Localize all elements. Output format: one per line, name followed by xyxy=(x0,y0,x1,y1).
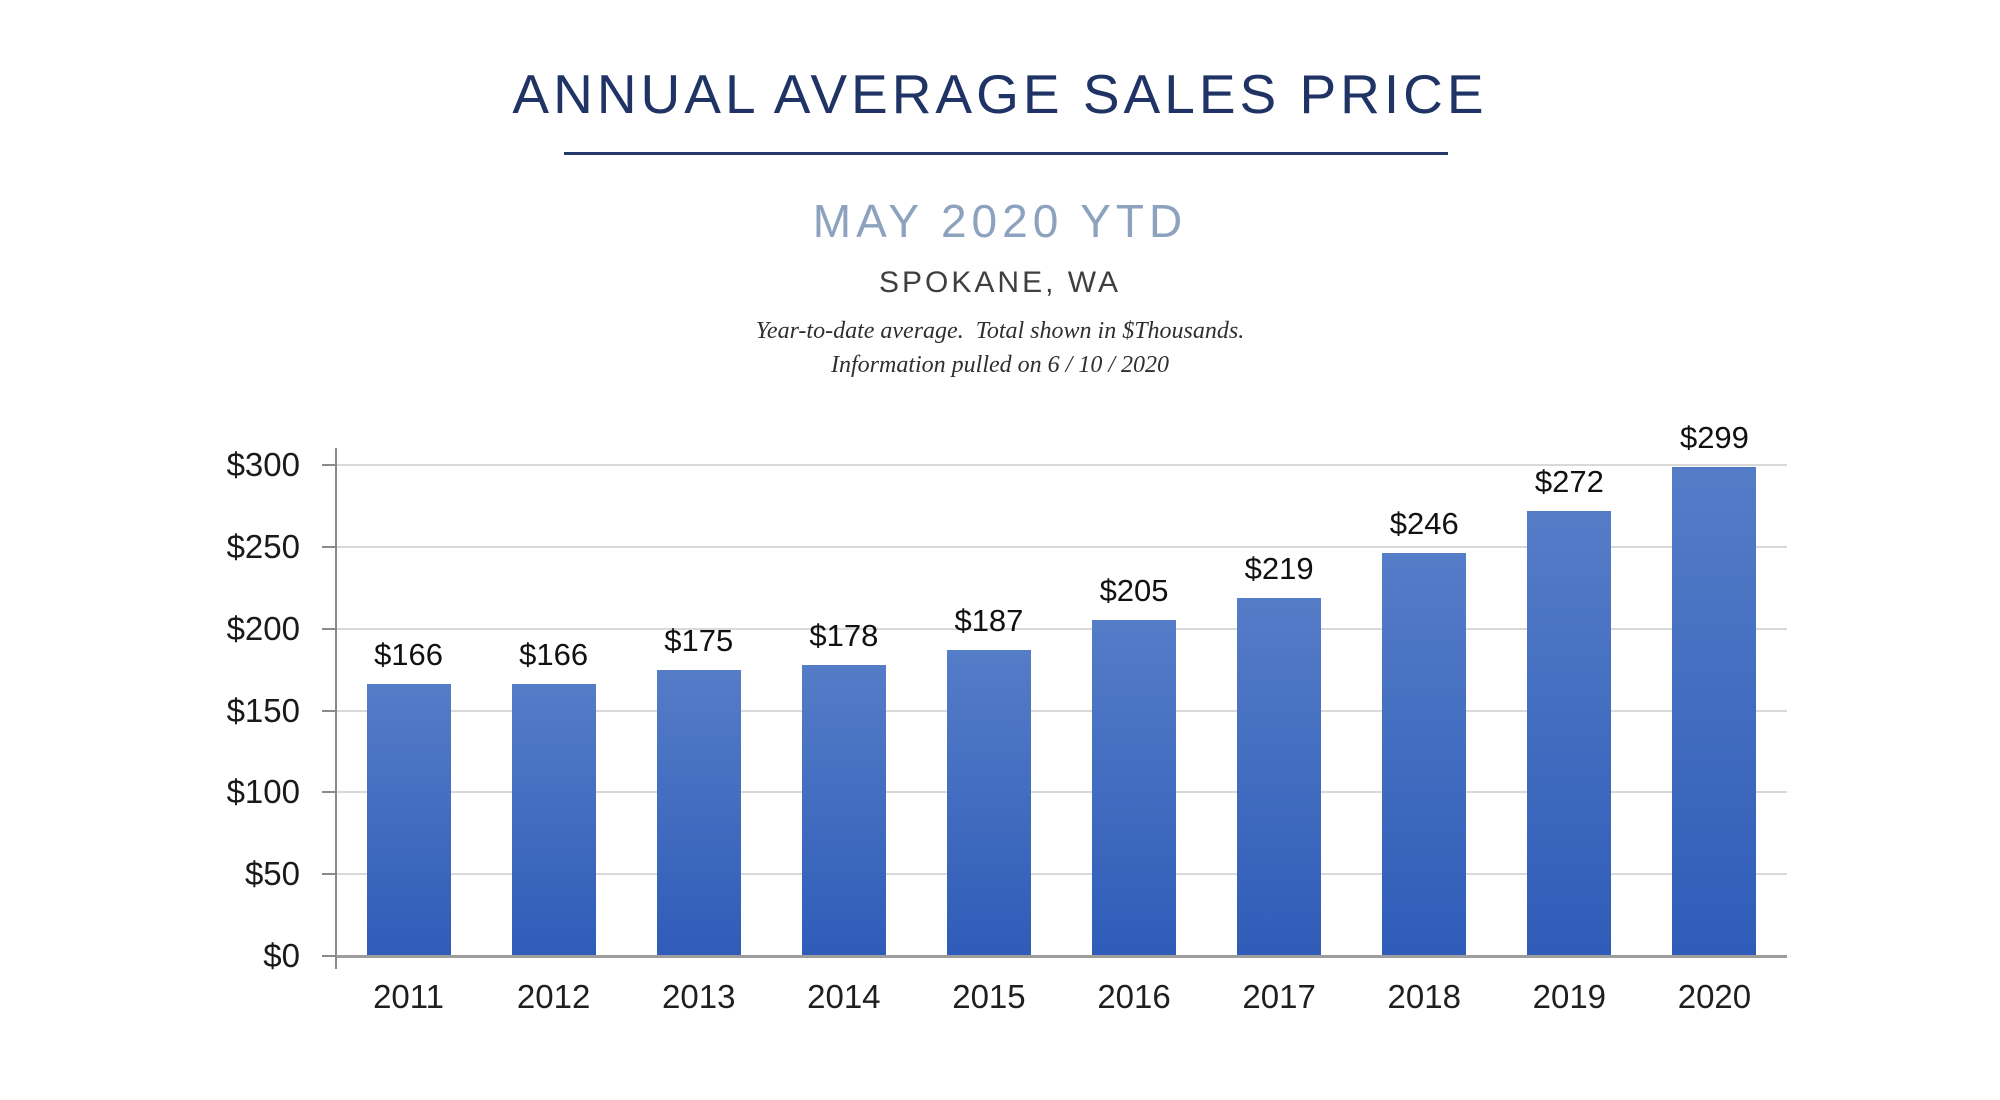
bar-value-label: $299 xyxy=(1679,419,1749,455)
gridline xyxy=(336,545,1787,548)
bar xyxy=(1382,553,1467,956)
page-title: ANNUAL AVERAGE SALES PRICE xyxy=(512,63,1488,125)
gridline xyxy=(336,873,1787,876)
y-axis-tick xyxy=(322,627,336,630)
x-axis-label: 2014 xyxy=(807,978,881,1015)
origin-tick xyxy=(335,956,337,969)
gridline xyxy=(336,709,1787,712)
bar xyxy=(366,684,451,956)
bar xyxy=(946,649,1031,956)
location-label: SPOKANE, WA xyxy=(879,266,1121,299)
bar xyxy=(1237,597,1322,956)
x-axis-line xyxy=(336,955,1787,958)
y-axis-line xyxy=(335,448,337,956)
bar-value-label: $178 xyxy=(809,617,879,653)
bar-value-label: $166 xyxy=(374,637,444,673)
y-axis-tick-label: $250 xyxy=(226,527,300,565)
y-axis-tick-label: $150 xyxy=(226,691,300,729)
gridline xyxy=(336,627,1787,630)
x-axis-label: 2013 xyxy=(662,978,736,1015)
y-axis-tick xyxy=(322,464,336,466)
gridline xyxy=(336,464,1787,466)
y-axis-tick-label: $50 xyxy=(244,855,300,893)
x-axis-label: 2017 xyxy=(1242,978,1316,1015)
bar xyxy=(801,664,886,956)
y-axis-tick xyxy=(322,791,336,794)
x-axis-label: 2011 xyxy=(373,978,445,1015)
y-axis-tick xyxy=(322,955,336,957)
bar xyxy=(656,669,741,956)
y-axis-tick-label: $0 xyxy=(263,937,300,974)
bar-value-label: $205 xyxy=(1099,573,1169,609)
y-axis-tick xyxy=(322,873,336,876)
y-axis-tick-label: $300 xyxy=(226,446,300,483)
y-axis-tick-label: $200 xyxy=(226,609,300,647)
bar-value-label: $272 xyxy=(1534,463,1604,499)
bar-value-label: $219 xyxy=(1244,550,1314,586)
x-axis-label: 2019 xyxy=(1532,978,1607,1015)
y-axis-tick-label: $100 xyxy=(226,773,300,811)
gridline xyxy=(336,791,1787,794)
bar-value-label: $187 xyxy=(954,602,1024,638)
bar xyxy=(1527,510,1612,956)
x-axis-label: 2015 xyxy=(952,978,1026,1015)
note-line-2: Information pulled on 6 / 10 / 2020 xyxy=(831,352,1169,378)
bar-value-label: $166 xyxy=(519,637,589,673)
title-underline xyxy=(564,152,1448,155)
bar-value-label: $175 xyxy=(664,622,734,658)
bar-value-label: $246 xyxy=(1389,506,1459,542)
x-axis-label: 2018 xyxy=(1387,978,1461,1015)
y-axis-tick xyxy=(322,709,336,712)
bar xyxy=(1092,620,1177,956)
x-axis-label: 2016 xyxy=(1097,978,1171,1015)
bar xyxy=(511,684,596,956)
y-axis-tick xyxy=(322,545,336,548)
subtitle: MAY 2020 YTD xyxy=(812,195,1188,247)
x-axis-label: 2020 xyxy=(1677,978,1752,1015)
bar xyxy=(1672,466,1757,956)
x-axis-label: 2012 xyxy=(516,978,591,1015)
note-line-1: Year-to-date average. Total shown in $Th… xyxy=(755,318,1245,344)
